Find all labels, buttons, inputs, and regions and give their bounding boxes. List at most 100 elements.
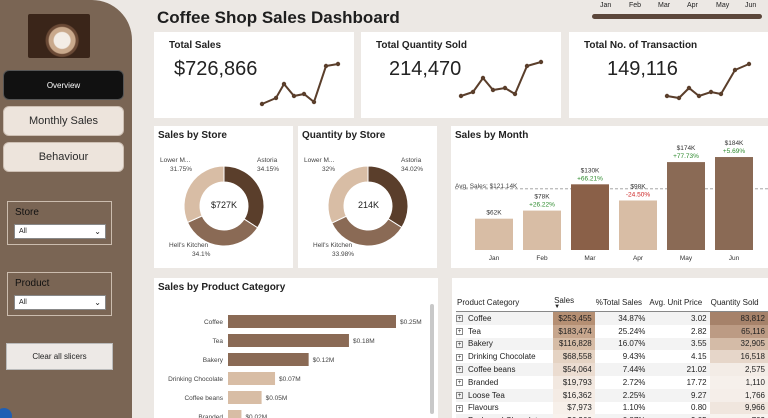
- column-header-label: Sales: [554, 296, 575, 305]
- value-cell: 21.02: [686, 365, 707, 375]
- product-category-chart[interactable]: Coffee $0.25M Tea $0.18M Bakery $0.12M Drinkin…: [154, 278, 438, 418]
- value-cell: 2,575: [709, 363, 768, 376]
- category-cell: + Drinking Chocolate: [456, 350, 553, 363]
- table-row[interactable]: + Coffee $253,455 34.87% 3.02 83,812: [456, 311, 768, 325]
- donut-slice-0[interactable]: [367, 165, 409, 229]
- bar-change-label: -24.50%: [626, 191, 650, 198]
- expand-icon[interactable]: +: [456, 353, 463, 361]
- sales-by-month-card: Sales by Month $62K Jan $78K +26.22% Feb $130…: [451, 126, 768, 268]
- category-cell: + Branded: [456, 376, 553, 389]
- column-header[interactable]: Product Category: [456, 294, 554, 312]
- info-icon[interactable]: [0, 408, 12, 418]
- scrollbar[interactable]: [430, 304, 434, 414]
- behaviour-button[interactable]: Behaviour: [3, 142, 124, 172]
- category-bar[interactable]: [228, 391, 262, 404]
- kpi-total-quantity: Total Quantity Sold 214,470: [361, 32, 561, 118]
- kpi-value: 149,116: [607, 58, 678, 80]
- timeline-month[interactable]: Jun: [745, 2, 757, 9]
- product-dropdown-value: All: [19, 299, 27, 306]
- expand-icon[interactable]: +: [456, 379, 463, 387]
- kpi-label: Total No. of Transaction: [584, 40, 698, 51]
- timeline-month[interactable]: Apr: [687, 2, 698, 9]
- month-timeline[interactable]: Jan Feb Mar Apr May Jun: [590, 0, 768, 22]
- timeline-month[interactable]: Jan: [600, 2, 612, 9]
- category-name: Coffee: [468, 313, 492, 323]
- month-bar[interactable]: [667, 162, 705, 250]
- value-cell: $116,828: [553, 337, 595, 351]
- value-cell: $16,362: [553, 388, 595, 402]
- value-cell: 32,905: [709, 337, 768, 351]
- donut-label: 34.15%: [257, 166, 280, 173]
- chevron-down-icon: ⌄: [94, 227, 101, 236]
- month-bar[interactable]: [523, 210, 561, 250]
- month-bar[interactable]: [475, 218, 513, 250]
- store-dropdown-value: All: [19, 228, 27, 235]
- expand-icon[interactable]: +: [456, 340, 463, 348]
- category-bar[interactable]: [228, 334, 349, 347]
- clear-slicers-label: Clear all slicers: [32, 352, 87, 361]
- category-bar[interactable]: [228, 410, 242, 418]
- store-dropdown[interactable]: All ⌄: [14, 224, 106, 239]
- month-bar[interactable]: [715, 157, 753, 250]
- donut-slice-2[interactable]: [183, 165, 225, 224]
- category-cell: + Flavours: [456, 402, 553, 415]
- product-table: Product Category Sales ▼ %Total Sales Avg…: [456, 294, 768, 418]
- category-cell: + Bakery: [456, 338, 553, 351]
- bar-value-label: $0.05M: [266, 395, 288, 402]
- value-cell: 9,966: [709, 401, 768, 415]
- category-name: Coffee beans: [468, 365, 516, 375]
- category-cell: + Coffee beans: [456, 363, 553, 376]
- category-bar[interactable]: [228, 315, 396, 328]
- clear-slicers-button[interactable]: Clear all slicers: [6, 343, 113, 370]
- expand-icon[interactable]: +: [456, 315, 463, 323]
- timeline-range-bar[interactable]: [592, 14, 762, 19]
- column-header[interactable]: Sales ▼: [553, 294, 595, 312]
- monthly-sales-button[interactable]: Monthly Sales: [3, 106, 124, 136]
- category-name: Drinking Chocolate: [468, 352, 536, 362]
- table-row[interactable]: + Bakery $116,828 16.07% 3.55 32,905: [456, 337, 768, 351]
- product-dropdown[interactable]: All ⌄: [14, 295, 106, 310]
- category-bar[interactable]: [228, 372, 276, 385]
- sales-by-store-donut[interactable]: [154, 126, 293, 268]
- value-cell: $54,064: [553, 363, 595, 376]
- table-row[interactable]: + Flavours $7,973 1.10% 0.80 9,966: [456, 401, 768, 415]
- value-cell: 1,110: [709, 375, 768, 389]
- table-row[interactable]: + Branded $19,793 2.72% 17.72 1,110: [456, 375, 768, 389]
- coffee-cup-logo: [28, 14, 90, 58]
- sort-down-icon: ▼: [554, 304, 561, 310]
- column-header[interactable]: Quantity Sold: [709, 294, 768, 312]
- expand-icon[interactable]: +: [456, 328, 463, 336]
- expand-icon[interactable]: +: [456, 366, 463, 374]
- table-row[interactable]: + Drinking Chocolate $68,558 9.43% 4.15 16,51…: [456, 350, 768, 364]
- timeline-month[interactable]: Mar: [658, 2, 671, 9]
- overview-button[interactable]: Overview: [3, 70, 124, 100]
- category-bar[interactable]: [228, 353, 309, 366]
- sales-by-month-chart[interactable]: $62K Jan $78K+26.22% Feb $130K+66.21% Mar $98K…: [451, 126, 768, 268]
- table-row[interactable]: + Coffee beans $54,064 7.44% 21.02 2,575: [456, 363, 768, 376]
- category-cell: + Coffee: [456, 312, 553, 325]
- month-bar[interactable]: [571, 184, 609, 250]
- timeline-month[interactable]: May: [716, 2, 730, 9]
- kpi-label: Total Quantity Sold: [376, 40, 467, 51]
- column-header[interactable]: %Total Sales: [594, 294, 649, 312]
- sales-by-store-card: Sales by Store $727K Lower M... 31.75% A…: [154, 126, 293, 268]
- value-cell: 25.24%: [618, 326, 646, 336]
- column-header[interactable]: Avg. Unit Price: [648, 294, 710, 312]
- table-row[interactable]: +Packaged Chocolate$6,3600.87%9.05703: [456, 414, 768, 418]
- donut-label: 31.75%: [170, 166, 193, 173]
- table-row[interactable]: + Tea $183,474 25.24% 2.82 65,116: [456, 324, 768, 338]
- bar-change-label: +26.22%: [529, 202, 555, 209]
- timeline-month[interactable]: Feb: [629, 2, 642, 9]
- qty-by-store-donut[interactable]: [298, 126, 437, 268]
- product-category-card: Sales by Product Category Coffee $0.25M Te…: [154, 278, 438, 418]
- table-row[interactable]: + Loose Tea $16,362 2.25% 9.27 1,766: [456, 388, 768, 402]
- donut-slice-2[interactable]: [327, 165, 369, 224]
- value-cell: 0.80: [691, 403, 707, 413]
- sparkline: [259, 61, 341, 107]
- expand-icon[interactable]: +: [456, 392, 463, 400]
- value-cell: 9.43%: [622, 352, 646, 362]
- expand-icon[interactable]: +: [456, 404, 463, 412]
- value-cell: 16.07%: [618, 339, 646, 349]
- sidebar: Overview Monthly Sales Behaviour Store A…: [0, 0, 132, 418]
- month-bar[interactable]: [619, 200, 657, 250]
